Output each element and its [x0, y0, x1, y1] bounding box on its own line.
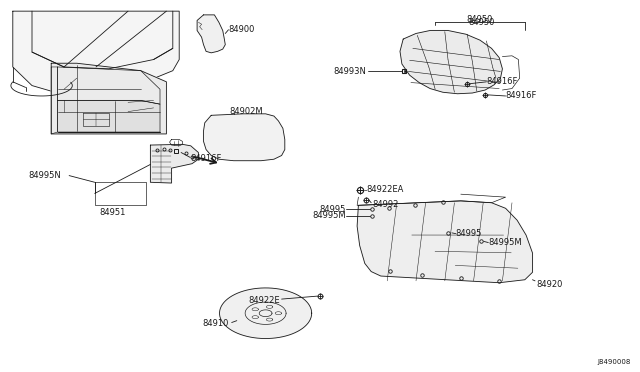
Text: 84910: 84910: [203, 319, 229, 328]
Text: 84900: 84900: [228, 25, 255, 34]
Text: 84995: 84995: [456, 229, 482, 238]
Text: J8490008: J8490008: [597, 359, 630, 365]
Text: 84992: 84992: [372, 200, 399, 209]
Text: 84995N: 84995N: [29, 171, 61, 180]
Polygon shape: [13, 11, 179, 95]
Text: 84950: 84950: [467, 15, 493, 24]
Text: 84920: 84920: [536, 280, 563, 289]
Polygon shape: [51, 63, 166, 134]
Text: 84995M: 84995M: [312, 211, 346, 220]
Text: 84902M: 84902M: [229, 107, 263, 116]
Text: 84951: 84951: [99, 208, 125, 217]
Text: 84950: 84950: [468, 18, 495, 27]
Polygon shape: [150, 144, 198, 183]
Text: 84916F: 84916F: [506, 92, 537, 100]
Text: 84995M: 84995M: [488, 238, 522, 247]
Text: 84995: 84995: [319, 205, 346, 214]
Text: 84922E: 84922E: [249, 296, 280, 305]
Polygon shape: [197, 15, 225, 53]
Polygon shape: [400, 31, 502, 94]
Polygon shape: [204, 114, 285, 161]
Polygon shape: [357, 201, 532, 283]
Polygon shape: [58, 100, 160, 132]
Text: 84916F: 84916F: [486, 77, 518, 86]
Text: 84916F: 84916F: [190, 154, 221, 163]
Text: 84922EA: 84922EA: [366, 185, 403, 194]
Text: 84993N: 84993N: [334, 67, 367, 76]
Polygon shape: [220, 288, 312, 339]
